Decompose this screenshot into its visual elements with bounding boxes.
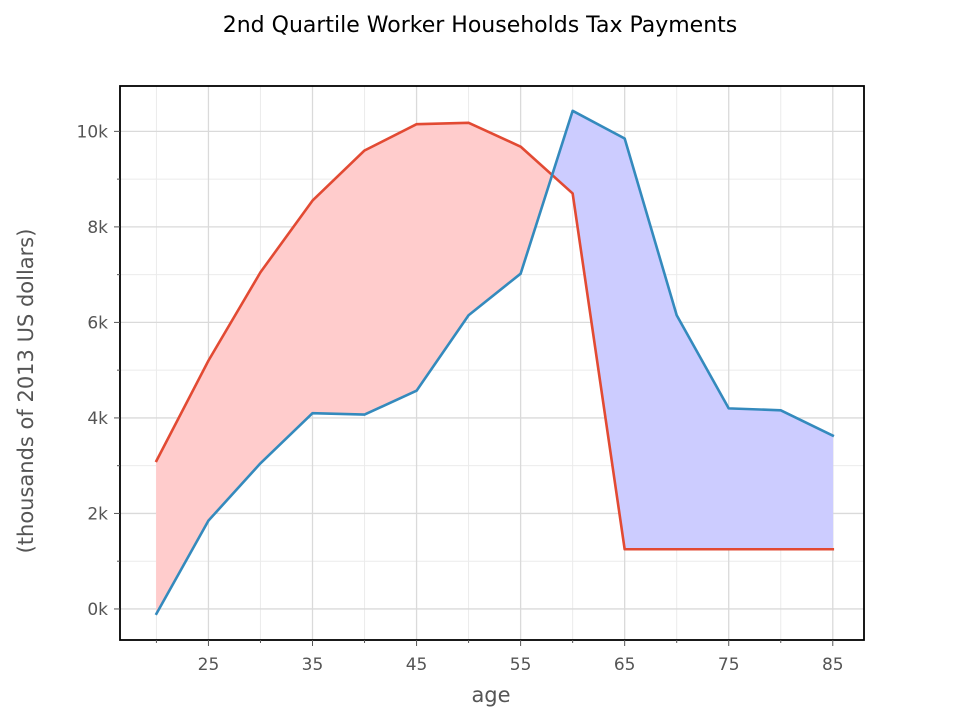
series-lines	[154, 109, 835, 616]
y-axis-label: (thousands of 2013 US dollars)	[14, 229, 38, 554]
y-tick-label: 2k	[87, 504, 108, 524]
chart-title: 2nd Quartile Worker Households Tax Payme…	[223, 13, 738, 38]
axis-ticks	[114, 130, 834, 646]
y-tick-label: 6k	[87, 313, 108, 333]
plot-frame	[119, 85, 865, 641]
series-line-2	[154, 109, 835, 616]
plot-border	[119, 85, 865, 641]
y-tick-label: 8k	[87, 218, 108, 238]
x-tick-label: 45	[406, 655, 428, 675]
x-tick-label: 75	[718, 655, 740, 675]
x-axis-label: age	[471, 683, 510, 707]
x-tick-label: 55	[510, 655, 532, 675]
x-tick-label: 25	[198, 655, 220, 675]
y-tick-label: 10k	[77, 122, 109, 142]
x-tick-label: 35	[302, 655, 324, 675]
x-tick-label: 65	[614, 655, 636, 675]
fill-segment	[364, 123, 417, 416]
fill-between-areas	[156, 110, 834, 615]
series-line-1	[154, 121, 835, 551]
x-tick-labels: 25 35 45 55 65 75 85	[198, 655, 844, 675]
x-tick-label: 85	[822, 655, 844, 675]
y-tick-label: 4k	[87, 409, 108, 429]
y-tick-labels: 0k 2k 4k 6k 8k 10k	[77, 122, 109, 620]
y-tick-label: 0k	[87, 600, 108, 620]
fill-segment	[728, 408, 782, 550]
